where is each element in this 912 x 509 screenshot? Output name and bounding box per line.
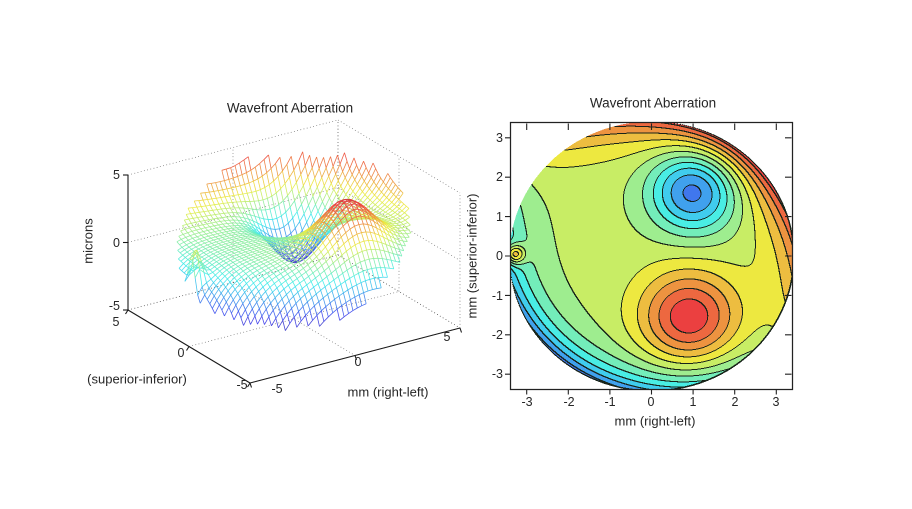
contour-x-tick-3: 0 [647, 395, 655, 409]
mesh-title: Wavefront Aberration [226, 100, 354, 116]
mesh-z-tick-1: 0 [113, 236, 120, 250]
contour-y-tick-6: -3 [491, 367, 503, 381]
mesh-z-axis-label: microns [80, 218, 96, 264]
mesh-x-tick-2: 5 [443, 330, 451, 344]
contour-x-tick-0: -3 [521, 395, 533, 409]
mesh-x-axis-label: mm (right-left) [347, 384, 429, 400]
contour-canvas [502, 114, 801, 398]
mesh-x-tick-1: 0 [354, 355, 362, 369]
contour-x-tick-1: -2 [563, 395, 575, 409]
mesh-y-tick-1: 0 [177, 346, 185, 360]
contour-x-tick-6: 3 [772, 395, 780, 409]
mesh-y-tick-2: -5 [236, 378, 248, 392]
mesh-y-tick-0: 5 [112, 315, 120, 329]
contour-y-tick-1: 2 [496, 170, 503, 184]
contour-y-tick-4: -1 [491, 289, 503, 303]
mesh-y-axis-label: (superior-inferior) [87, 371, 187, 387]
mesh-3d-canvas [60, 90, 475, 410]
contour-x-tick-4: 1 [689, 395, 697, 409]
contour-y-tick-3: 0 [496, 249, 503, 263]
contour-y-tick-5: -2 [491, 328, 503, 342]
mesh-x-tick-0: -5 [271, 382, 283, 396]
contour-y-tick-2: 1 [496, 210, 503, 224]
mesh-z-tick-2: -5 [108, 299, 120, 313]
mesh-z-tick-0: 5 [113, 168, 120, 182]
contour-y-tick-0: 3 [496, 131, 503, 145]
contour-x-axis-label: mm (right-left) [614, 413, 696, 429]
contour-title: Wavefront Aberration [589, 95, 717, 111]
contour-y-axis-label: mm (superior-inferior) [464, 193, 480, 319]
contour-x-tick-5: 2 [731, 395, 739, 409]
contour-x-tick-2: -1 [604, 395, 616, 409]
